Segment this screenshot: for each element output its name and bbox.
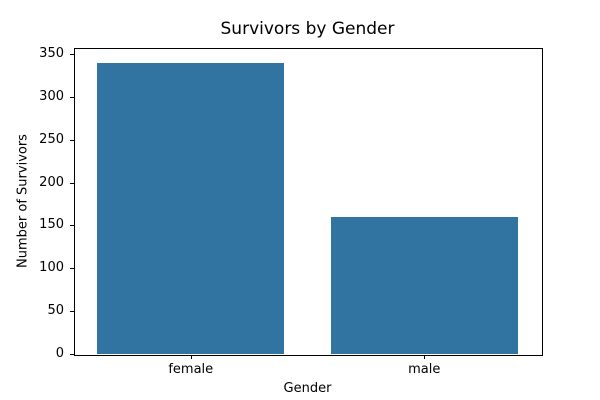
- y-tick-mark: [70, 139, 74, 141]
- y-tick-label: 250: [39, 131, 64, 147]
- y-tick-label: 350: [39, 46, 64, 61]
- y-tick-mark: [70, 54, 74, 55]
- y-tick-label: 150: [39, 217, 64, 233]
- x-tick-mark: [424, 355, 426, 359]
- x-axis-label: Gender: [283, 381, 332, 396]
- y-tick-label: 50: [47, 303, 64, 319]
- y-tick-label: 300: [39, 88, 64, 104]
- x-tick-mark: [190, 355, 192, 359]
- bar-female: [97, 62, 285, 354]
- y-tick-label: 200: [39, 174, 64, 190]
- y-tick-mark: [70, 354, 74, 355]
- y-tick-label: 0: [55, 346, 64, 361]
- bar-male: [330, 216, 518, 354]
- y-tick-label: 100: [39, 260, 64, 276]
- x-tick-label: female: [168, 362, 214, 377]
- y-axis-label: Number of Survivors: [15, 134, 31, 268]
- chart-title: Survivors by Gender: [220, 19, 395, 39]
- y-tick-mark: [70, 182, 74, 184]
- x-tick-label: male: [408, 362, 441, 377]
- y-tick-mark: [70, 311, 74, 313]
- y-tick-mark: [70, 268, 74, 270]
- y-tick-mark: [70, 225, 74, 227]
- y-tick-mark: [70, 96, 74, 98]
